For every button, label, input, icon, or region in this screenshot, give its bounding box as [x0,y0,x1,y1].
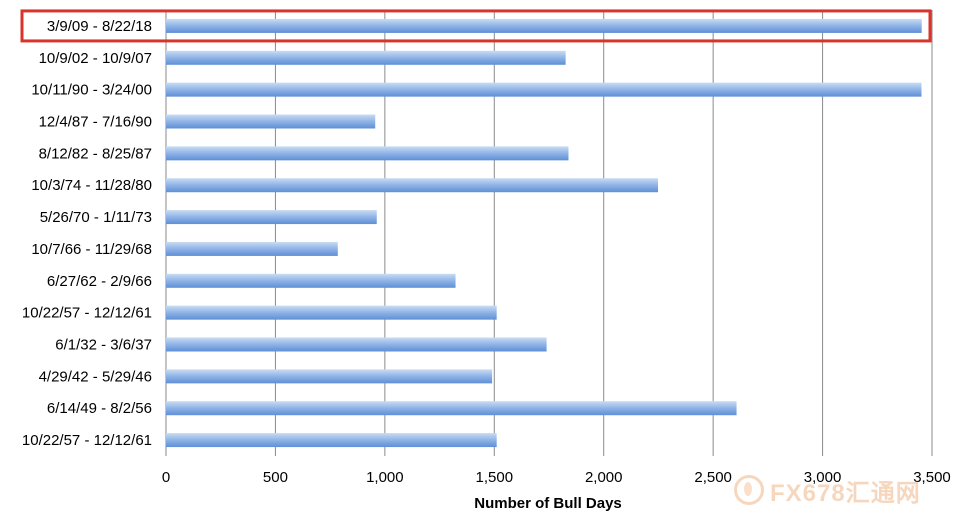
category-label: 5/26/70 - 1/11/73 [40,209,152,226]
x-tick-label: 500 [263,469,288,486]
category-label: 6/27/62 - 2/9/66 [47,273,152,290]
category-label: 6/14/49 - 8/2/56 [47,400,152,417]
category-label: 10/11/90 - 3/24/00 [31,82,152,99]
x-tick-label: 1,000 [366,469,404,486]
bar [166,210,377,225]
category-label: 10/7/66 - 11/29/68 [31,241,152,258]
bar [166,337,547,352]
x-tick-label: 0 [162,469,170,486]
bar [166,114,376,129]
highlight-box [20,9,932,43]
fx678-logo-icon [734,475,764,505]
bar [166,273,456,288]
bar [166,50,566,65]
x-axis-label: Number of Bull Days [474,495,622,512]
bar [166,305,497,320]
bars [166,18,922,448]
bar [166,401,737,416]
category-label: 10/3/74 - 11/28/80 [31,177,152,194]
category-label: 12/4/87 - 7/16/90 [39,114,152,131]
x-tick-label: 2,500 [694,469,732,486]
x-tick-label: 3,000 [804,469,842,486]
bar [166,241,338,256]
bar [166,18,922,33]
x-tick-label: 3,500 [913,469,951,486]
category-label: 6/1/32 - 3/6/37 [55,337,152,354]
category-label: 4/29/42 - 5/29/46 [39,368,152,385]
x-tick-label: 2,000 [585,469,623,486]
category-label: 3/9/09 - 8/22/18 [47,18,152,35]
bar [166,433,497,448]
category-label: 10/9/02 - 10/9/07 [39,50,152,67]
bar [166,82,922,97]
x-tick-labels: 0 500 1,000 1,500 2,000 2,500 3,000 3,500 [162,469,951,486]
gridlines [165,10,933,456]
category-label: 10/22/57 - 12/12/61 [22,305,152,322]
watermark-text: FX678汇通网 [770,479,921,507]
category-labels: 3/9/09 - 8/22/18 10/9/02 - 10/9/07 10/11/9… [22,18,152,449]
watermark: FX678汇通网 [734,470,921,510]
category-label: 8/12/82 - 8/25/87 [39,145,152,162]
x-tick-label: 1,500 [476,469,514,486]
bar [166,146,569,161]
bar [166,369,493,384]
bar [166,178,658,193]
category-label: 10/22/57 - 12/12/61 [22,432,152,449]
